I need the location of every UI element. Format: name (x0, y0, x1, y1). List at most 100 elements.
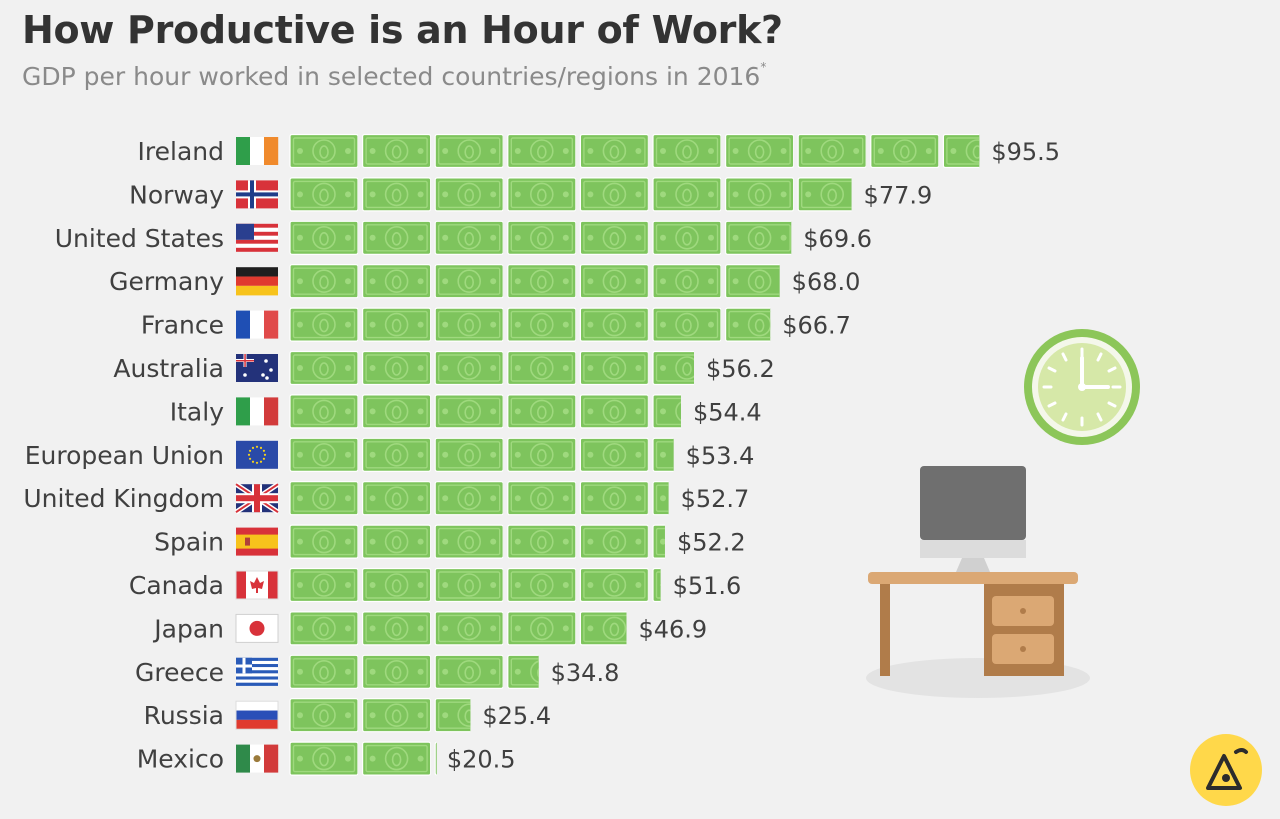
bar-row-united-states: United States $69.6 (55, 220, 872, 255)
banknote-bill (870, 133, 939, 169)
banknote-bill (362, 698, 431, 733)
value-label: $68.0 (792, 268, 861, 296)
banknote-bill (434, 698, 471, 733)
banknote-bill (507, 524, 576, 559)
banknote-bill (289, 437, 358, 472)
bar-row-greece: Greece $34.8 (135, 654, 619, 689)
value-label: $46.9 (638, 615, 707, 643)
category-label: France (141, 311, 224, 340)
bar-united-kingdom (289, 481, 669, 516)
chart-title: How Productive is an Hour of Work? (22, 8, 783, 52)
banknote-bill (652, 524, 665, 559)
bar-row-ireland: Ireland $95.5 (138, 133, 1060, 169)
banknote-bill (362, 220, 431, 255)
banknote-bill (362, 524, 431, 559)
banknote-bill (289, 698, 358, 733)
flag-japan-icon (235, 613, 279, 643)
flag-australia-icon (236, 354, 278, 382)
banknote-bill (434, 133, 504, 169)
banknote-bill (942, 133, 980, 169)
flag-germany-icon (236, 267, 278, 296)
banknote-bill (434, 654, 504, 689)
category-label: Japan (152, 614, 224, 643)
banknote-bill (362, 177, 431, 212)
bar-canada (289, 567, 661, 603)
banknote-bill (289, 177, 358, 212)
category-label: Italy (170, 397, 224, 426)
banknote-bill (289, 481, 358, 516)
bar-norway (289, 177, 852, 212)
bar-united-states (289, 220, 792, 255)
bar-france (289, 307, 771, 342)
category-label: United Kingdom (23, 484, 224, 513)
category-label: United States (55, 224, 224, 253)
banknote-bill (725, 133, 794, 169)
value-label: $66.7 (782, 312, 851, 340)
bar-row-mexico: Mexico $20.5 (137, 741, 516, 776)
banknote-bill (797, 177, 852, 212)
flag-european-union-icon (236, 440, 278, 469)
banknote-bill (507, 394, 576, 429)
bar-european-union (289, 437, 674, 472)
banknote-bill (289, 264, 358, 299)
flag-france-icon (236, 310, 279, 339)
flag-united-states-icon (236, 223, 278, 252)
category-label: European Union (25, 441, 224, 470)
value-label: $56.2 (706, 355, 775, 383)
banknote-bill (362, 307, 431, 342)
bar-ireland (289, 133, 980, 169)
category-label: Ireland (138, 137, 224, 166)
value-label: $69.6 (803, 225, 872, 253)
value-label: $52.7 (681, 485, 750, 513)
bar-row-france: France $66.7 (141, 307, 851, 342)
banknote-bill (362, 741, 431, 776)
bar-mexico (289, 741, 437, 776)
banknote-bill (289, 307, 358, 342)
banknote-bill (434, 177, 504, 212)
banknote-bill (434, 350, 504, 386)
banknote-bill (362, 567, 431, 603)
banknote-bill (652, 437, 674, 472)
banknote-bill (579, 394, 649, 429)
banknote-bill (652, 220, 721, 255)
bar-row-australia: Australia $56.2 (113, 350, 775, 386)
banknote-bill (579, 177, 649, 212)
banknote-bill (434, 524, 504, 559)
banknote-bill (579, 611, 627, 646)
banknote-bill (579, 481, 649, 516)
subtitle-text: GDP per hour worked in selected countrie… (22, 62, 761, 91)
flag-norway-icon (236, 180, 278, 209)
banknote-bill (652, 567, 661, 603)
banknote-bill (362, 394, 431, 429)
banknote-bill (289, 220, 358, 255)
banknote-bill (434, 567, 504, 603)
banknote-bill (579, 524, 649, 559)
banknote-bill (579, 567, 649, 603)
banknote-bill (652, 133, 721, 169)
value-label: $52.2 (677, 529, 746, 557)
banknote-bill (362, 264, 431, 299)
banknote-bill (507, 567, 576, 603)
flag-spain-icon (236, 527, 278, 556)
category-label: Norway (129, 180, 224, 209)
banknote-bill (289, 611, 358, 646)
flag-italy-icon (236, 397, 279, 426)
banknote-bill (725, 264, 780, 299)
flag-canada-icon (235, 570, 279, 600)
banknote-bill (579, 264, 649, 299)
bar-row-russia: Russia $25.4 (144, 698, 551, 733)
banknote-bill (507, 437, 576, 472)
category-label: Greece (135, 658, 224, 687)
banknote-bill (579, 307, 649, 342)
banknote-bill (507, 307, 576, 342)
category-label: Germany (109, 267, 224, 296)
bar-row-spain: Spain $52.2 (154, 524, 746, 559)
banknote-bill (579, 220, 649, 255)
banknote-bill (434, 394, 504, 429)
banknote-bill (579, 350, 649, 386)
flag-mexico-icon (236, 744, 279, 773)
value-label: $54.4 (693, 398, 762, 426)
value-label: $20.5 (447, 746, 516, 774)
chart-subtitle: GDP per hour worked in selected countrie… (22, 60, 766, 91)
